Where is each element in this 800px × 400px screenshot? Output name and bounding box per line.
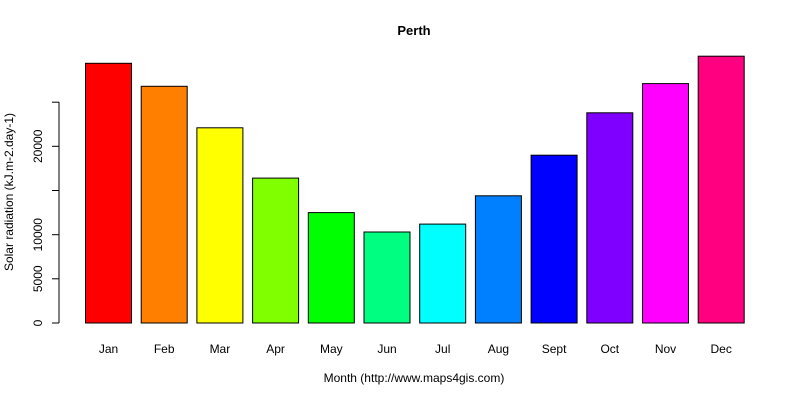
- bars-group: [85, 55, 745, 324]
- x-tick-label-jul: Jul: [435, 342, 450, 356]
- bar-jul: [419, 223, 467, 324]
- chart-title: Perth: [397, 23, 430, 38]
- x-tick-label-jan: Jan: [99, 342, 118, 356]
- bar-nov: [642, 83, 689, 324]
- bar-apr: [252, 177, 300, 324]
- x-tick-label-dec: Dec: [711, 342, 732, 356]
- x-tick-label-feb: Feb: [154, 342, 175, 356]
- bar-oct: [586, 112, 634, 324]
- y-tick-label-0: 0: [31, 319, 45, 326]
- bar-sept: [530, 154, 578, 324]
- x-axis-label: Month (http://www.maps4gis.com): [324, 371, 505, 385]
- y-axis-label: Solar radiation (kJ.m-2.day-1): [2, 113, 16, 271]
- x-tick-label-nov: Nov: [655, 342, 676, 356]
- x-tick-label-mar: Mar: [210, 342, 231, 356]
- bar-feb: [140, 85, 188, 324]
- x-tick-label-sept: Sept: [542, 342, 567, 356]
- bar-jan: [85, 62, 132, 324]
- x-tick-labels: Jan Feb Mar Apr May Jun Jul Aug Sept Oct Nov Dec: [99, 342, 732, 356]
- x-tick-label-oct: Oct: [600, 342, 619, 356]
- x-tick-label-may: May: [320, 342, 343, 356]
- y-tick-label-5000: 5000: [31, 265, 45, 292]
- bar-may: [307, 212, 355, 324]
- bar-mar: [196, 127, 244, 324]
- y-tick-label-20000: 20000: [31, 129, 45, 163]
- y-tick-label-10000: 10000: [31, 218, 45, 252]
- x-tick-label-jun: Jun: [377, 342, 396, 356]
- x-tick-label-aug: Aug: [488, 342, 509, 356]
- x-tick-label-apr: Apr: [266, 342, 285, 356]
- bar-dec: [697, 55, 745, 324]
- bar-aug: [474, 195, 522, 324]
- y-axis: 0 5000 10000 20000: [31, 101, 60, 326]
- bar-jun: [363, 231, 411, 324]
